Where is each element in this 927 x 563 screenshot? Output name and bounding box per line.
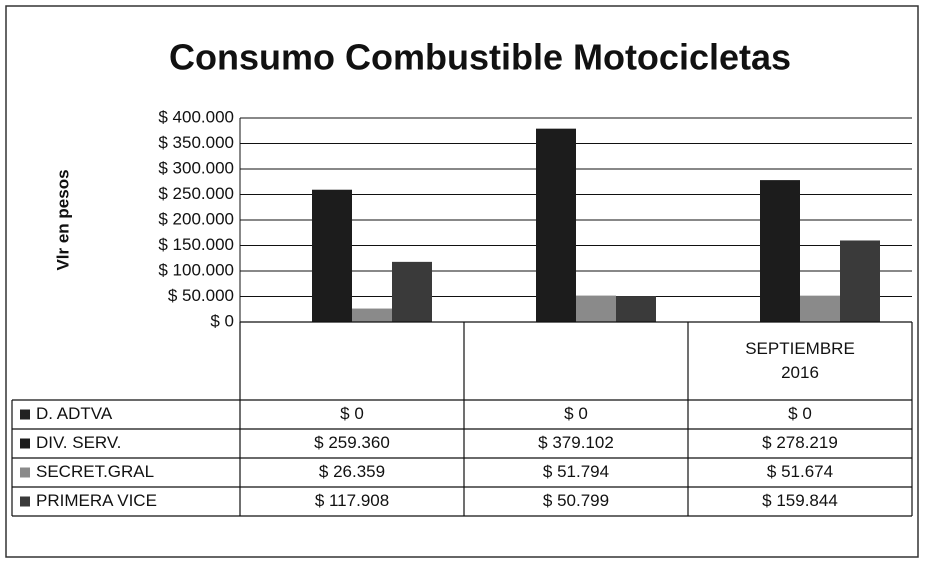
- y-tick-label: $ 100.000: [158, 260, 234, 279]
- bar: [536, 128, 576, 322]
- bar: [576, 295, 616, 322]
- value-label: $ 50.799: [543, 491, 609, 510]
- bar: [392, 261, 432, 322]
- value-label: $ 159.844: [762, 491, 838, 510]
- x-tick-label: SEPTIEMBRE 2016: [745, 339, 855, 382]
- y-axis-label: Vlr en pesos: [53, 169, 72, 270]
- y-tick-label: $ 150.000: [158, 235, 234, 254]
- legend-label: SECRET.GRAL: [36, 462, 154, 481]
- value-label: $ 0: [788, 404, 812, 423]
- legend-label: PRIMERA VICE: [36, 491, 157, 510]
- legend-label: D. ADTVA: [36, 404, 113, 423]
- value-label: $ 259.360: [314, 433, 390, 452]
- y-tick-label: $ 400.000: [158, 107, 234, 126]
- value-label: $ 117.908: [315, 491, 389, 510]
- y-tick-label: $ 200.000: [158, 209, 234, 228]
- value-label: $ 51.794: [543, 462, 609, 481]
- value-label: $ 26.359: [319, 462, 385, 481]
- legend-swatch: [20, 496, 30, 507]
- y-tick-label: $ 300.000: [158, 158, 234, 177]
- value-label: $ 278.219: [762, 433, 838, 452]
- bar: [352, 308, 392, 322]
- legend-label: DIV. SERV.: [36, 433, 121, 452]
- value-label: $ 0: [564, 404, 588, 423]
- y-tick-label: $ 350.000: [158, 133, 234, 152]
- y-tick-label: $ 50.000: [168, 286, 234, 305]
- bar: [800, 295, 840, 322]
- chart-title: Consumo Combustible Motocicletas: [169, 37, 791, 78]
- legend-swatch: [20, 438, 30, 449]
- bar: [840, 240, 880, 322]
- legend-swatch: [20, 467, 30, 478]
- bar: [616, 296, 656, 322]
- legend-swatch: [20, 409, 30, 420]
- bar: [312, 189, 352, 322]
- value-label: $ 0: [340, 404, 364, 423]
- value-label: $ 379.102: [538, 433, 614, 452]
- y-tick-label: $ 250.000: [158, 184, 234, 203]
- y-tick-label: $ 0: [210, 311, 234, 330]
- value-label: $ 51.674: [767, 462, 833, 481]
- bar: [760, 180, 800, 322]
